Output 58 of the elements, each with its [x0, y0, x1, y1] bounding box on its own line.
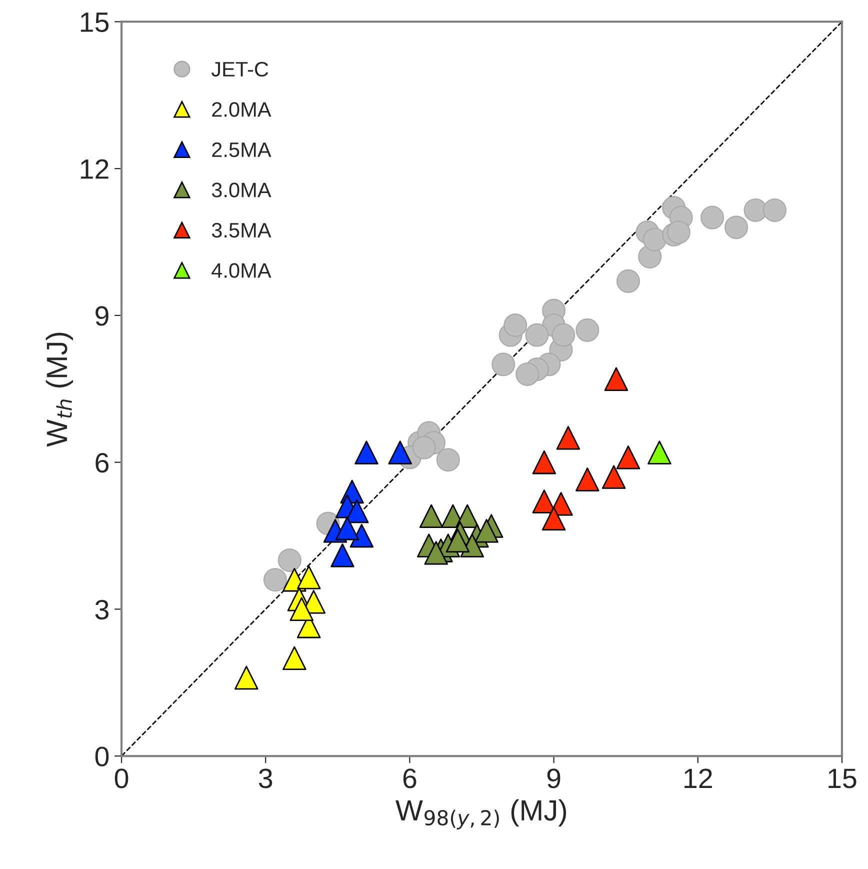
- y-tick-label: 3: [95, 600, 108, 620]
- legend-label: 3.5MA: [212, 222, 272, 238]
- point: [290, 597, 314, 622]
- point: [700, 206, 724, 230]
- point: [642, 228, 666, 252]
- y-tick-label: 6: [96, 452, 108, 473]
- point: [648, 440, 672, 464]
- y-tick-label: 15: [80, 12, 109, 32]
- point: [762, 198, 786, 222]
- y-tick-label: 12: [80, 159, 108, 179]
- point: [556, 426, 580, 450]
- point: [666, 220, 690, 244]
- point: [388, 440, 412, 464]
- x-tick-label: 0: [114, 768, 128, 788]
- point: [616, 269, 640, 293]
- point: [424, 540, 448, 565]
- point: [263, 568, 287, 592]
- legend-label: 3.0MA: [212, 182, 272, 198]
- point: [335, 516, 360, 540]
- x-tick-label: 9: [547, 768, 560, 788]
- point: [446, 528, 470, 553]
- y-axis-title: W$_{th}$ (MJ): [46, 332, 74, 447]
- point: [278, 548, 302, 572]
- point: [350, 524, 374, 548]
- point: [576, 468, 600, 492]
- point: [354, 440, 378, 464]
- point: [552, 323, 576, 347]
- x-tick-label: 6: [403, 768, 416, 788]
- point: [419, 504, 444, 528]
- point: [604, 367, 628, 391]
- point: [516, 362, 540, 386]
- x-tick-label: 15: [828, 768, 856, 788]
- point: [330, 543, 354, 568]
- point: [474, 518, 498, 543]
- legend-label: 2.0MA: [212, 102, 272, 117]
- point: [576, 318, 600, 342]
- x-tick-label: 3: [258, 768, 272, 788]
- point: [460, 534, 484, 558]
- legend-label: 4.0MA: [212, 263, 272, 278]
- point: [602, 465, 626, 489]
- point: [616, 446, 640, 470]
- point: [504, 313, 528, 337]
- point: [492, 352, 516, 376]
- legend-label: JET-C: [211, 62, 268, 77]
- point: [282, 646, 306, 670]
- x-axis-title: W$_{98(y,2)}$ (MJ): [396, 799, 566, 830]
- point: [542, 506, 566, 530]
- x-tick-label: 12: [684, 768, 712, 788]
- legend-label: 2.5MA: [212, 142, 272, 158]
- point: [436, 448, 460, 472]
- point: [724, 216, 748, 240]
- point: [296, 565, 321, 590]
- point: [525, 323, 549, 347]
- point: [532, 450, 556, 474]
- y-tick-label: 0: [95, 746, 109, 766]
- point: [234, 666, 258, 690]
- y-tick-label: 9: [96, 306, 108, 326]
- point: [412, 436, 436, 460]
